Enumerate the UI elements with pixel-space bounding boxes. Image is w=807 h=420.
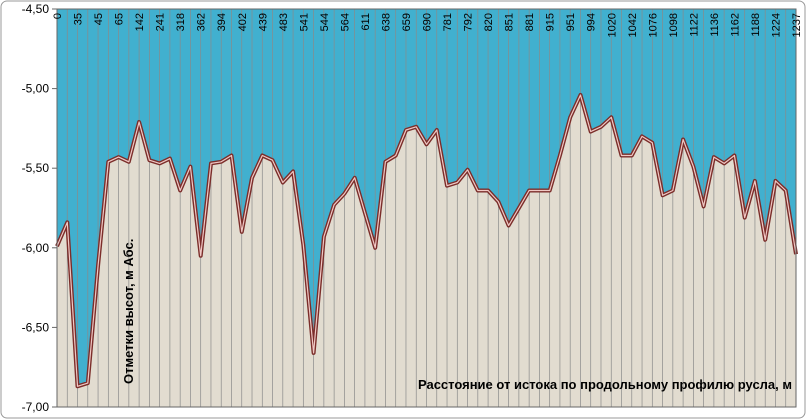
x-tick-label: 439 <box>257 13 269 31</box>
x-tick-label: 65 <box>114 13 126 25</box>
x-tick-label: 792 <box>463 13 475 31</box>
x-tick-label: 1042 <box>627 13 639 37</box>
x-tick-label: 0 <box>52 13 64 19</box>
x-tick-label: 564 <box>339 13 351 31</box>
x-tick-label: 659 <box>401 13 413 31</box>
y-tick-label: -5,50 <box>22 161 50 175</box>
x-tick-label: 1188 <box>750 13 762 37</box>
x-tick-label: 611 <box>360 13 372 31</box>
x-tick-label: 35 <box>73 13 85 25</box>
x-tick-label: 541 <box>298 13 310 31</box>
x-axis-title: Расстояние от истока по продольному проф… <box>418 377 792 392</box>
x-tick-label: 1122 <box>688 13 700 37</box>
line-core <box>56 94 797 387</box>
y-tick-label: -6,00 <box>22 241 50 255</box>
y-axis-title: Отметки высот, м Абс. <box>121 239 136 384</box>
x-tick-label: 851 <box>504 13 516 31</box>
y-tick-label: -4,50 <box>22 2 50 16</box>
x-tick-label: 1098 <box>668 13 680 37</box>
x-tick-label: 1224 <box>770 13 782 37</box>
x-tick-label: 1076 <box>647 13 659 37</box>
x-tick-label: 45 <box>93 13 105 25</box>
x-tick-label: 318 <box>175 13 187 31</box>
y-tick-label: -6,50 <box>22 320 50 334</box>
x-tick-label: 881 <box>524 13 536 31</box>
x-tick-label: 241 <box>155 13 167 31</box>
x-tick-label: 820 <box>483 13 495 31</box>
x-tick-label: 1237 <box>791 13 803 37</box>
x-tick-label: 915 <box>545 13 557 31</box>
x-tick-label: 544 <box>319 13 331 31</box>
y-tick-label: -5,00 <box>22 82 50 96</box>
plot-border <box>56 8 797 408</box>
x-tick-label: 1136 <box>709 13 721 37</box>
x-tick-label: 1020 <box>606 13 618 37</box>
x-tick-label: 638 <box>380 13 392 31</box>
x-tick-label: 951 <box>565 13 577 31</box>
x-tick-label: 1162 <box>729 13 741 37</box>
x-tick-label: 690 <box>422 13 434 31</box>
x-tick-label: 362 <box>196 13 208 31</box>
x-tick-label: 402 <box>237 13 249 31</box>
x-tick-label: 483 <box>278 13 290 31</box>
y-tick-label: -7,00 <box>22 400 50 414</box>
x-tick-label: 394 <box>216 13 228 31</box>
x-tick-label: 142 <box>134 13 146 31</box>
x-tick-label: 994 <box>586 13 598 31</box>
x-tick-label: 781 <box>442 13 454 31</box>
